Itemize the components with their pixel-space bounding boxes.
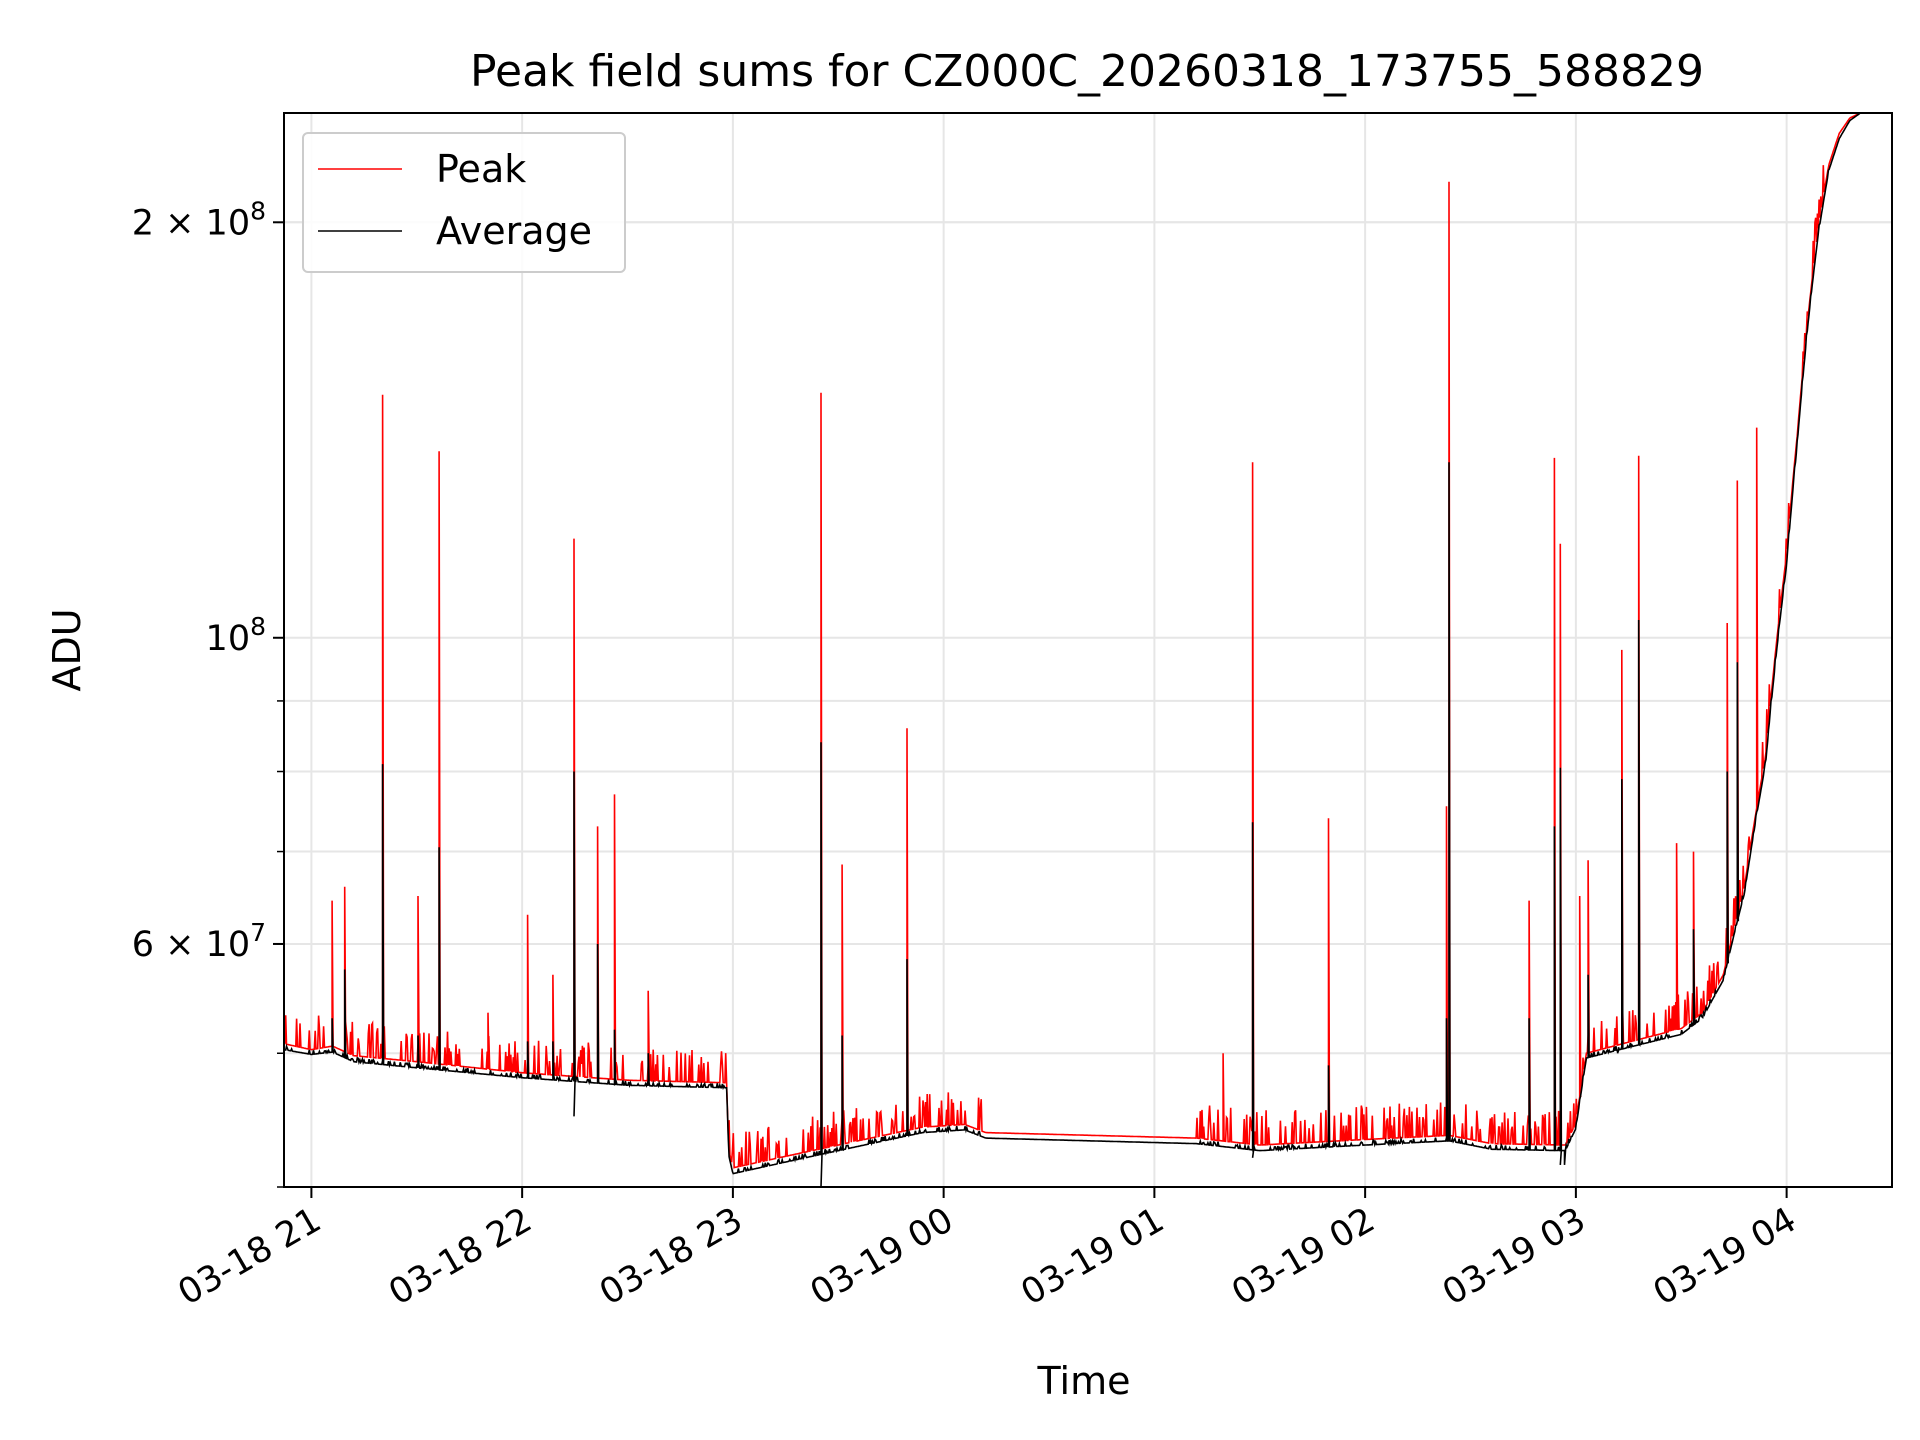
y-tick-label: 6 × 107: [132, 918, 266, 965]
chart-title: Peak field sums for CZ000C_20260318_1737…: [470, 46, 1704, 97]
x-axis-label: Time: [1037, 1359, 1131, 1403]
y-tick-label: 2 × 108: [132, 196, 266, 243]
y-axis-label: ADU: [45, 608, 89, 691]
axes-frame: [283, 112, 1893, 1188]
legend: Peak Average: [302, 132, 626, 273]
legend-label-peak: Peak: [436, 147, 526, 191]
legend-box: [302, 132, 626, 273]
average-series-line: [284, 113, 1892, 1187]
plot-area: [284, 113, 1892, 1187]
peak-series-line: [284, 113, 1892, 1169]
legend-label-average: Average: [436, 209, 592, 253]
